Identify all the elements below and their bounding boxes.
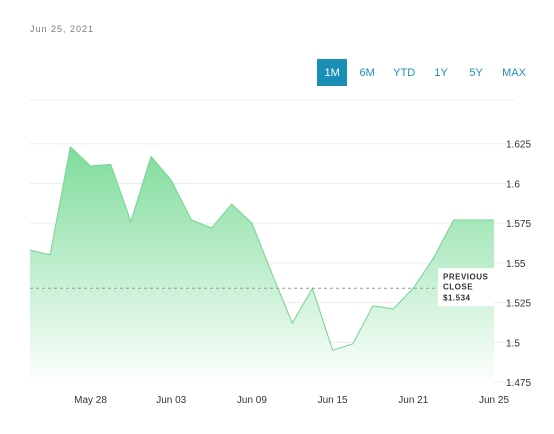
range-button-5y[interactable]: 5Y (469, 66, 483, 79)
price-area (30, 146, 494, 386)
y-tick-label: 1.625 (506, 140, 531, 151)
chart-date: Jun 25, 2021 (30, 24, 95, 34)
range-button-ytd[interactable]: YTD (393, 66, 416, 79)
previous-close-label: PREVIOUS (443, 272, 489, 281)
x-tick-label: Jun 09 (237, 395, 267, 406)
price-line (29, 145, 494, 351)
y-tick-label: 1.525 (506, 299, 531, 310)
x-tick-label: Jun 21 (398, 395, 428, 406)
y-tick-label: 1.575 (506, 219, 531, 230)
y-tick-label: 1.55 (506, 259, 526, 270)
previous-close-label: CLOSE (443, 282, 473, 291)
x-tick-label: Jun 15 (318, 395, 348, 406)
x-tick-label: Jun 03 (156, 395, 186, 406)
range-selector: 1M 6M YTD 1Y 5Y MAX (312, 59, 532, 86)
x-tick-label: Jun 25 (479, 395, 509, 406)
y-tick-label: 1.5 (506, 338, 520, 349)
y-tick-label: 1.475 (506, 378, 531, 389)
range-button-6m[interactable]: 6M (359, 66, 375, 79)
range-button-max[interactable]: MAX (502, 66, 526, 79)
range-button-1m[interactable]: 1M (317, 59, 348, 86)
previous-close-box (438, 268, 494, 307)
range-button-1y[interactable]: 1Y (434, 66, 448, 79)
previous-close-value: $1.534 (443, 293, 471, 302)
y-tick-label: 1.6 (506, 179, 520, 190)
x-tick-label: May 28 (74, 395, 107, 406)
